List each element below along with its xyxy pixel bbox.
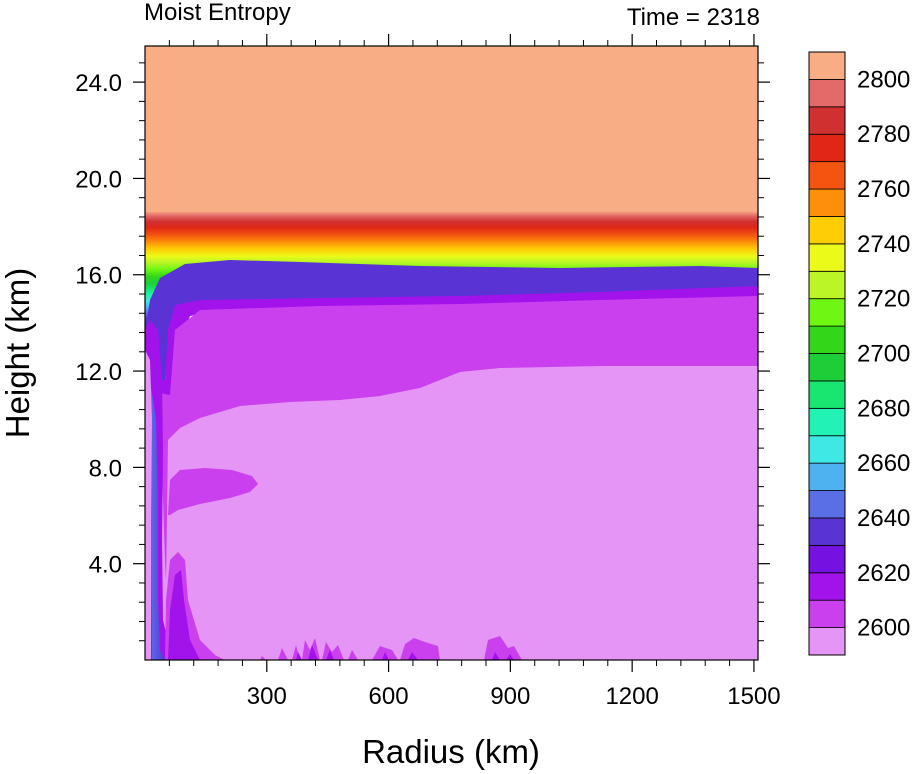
field-lowlevel-core: [168, 570, 200, 660]
field-eyewall-core: [150, 380, 166, 660]
colorbar-swatch: [808, 188, 846, 217]
field-stratosphere: [145, 46, 758, 216]
colorbar-label: 2680: [857, 395, 910, 422]
colorbar-swatch: [808, 435, 846, 464]
axis-ticks: [133, 34, 770, 672]
x-tick-label: 900: [490, 683, 530, 710]
colorbar-swatch: [808, 572, 846, 601]
field-band-2610: [145, 296, 758, 660]
colorbar-swatch: [808, 353, 846, 382]
y-tick-label: 8.0: [89, 455, 122, 482]
colorbar-labels: 2600 2620 2640 2660 2680 2700 2720 2740 2760 2780…: [857, 66, 910, 641]
field-midlevel-blob: [168, 468, 258, 515]
colorbar-label: 2740: [857, 231, 910, 258]
colorbar-swatch: [808, 490, 846, 519]
colorbar-swatch: [808, 298, 846, 327]
colorbar-frame: [808, 51, 846, 656]
colorbar-swatch: [808, 51, 846, 80]
colorbar-swatch: [808, 380, 846, 409]
y-tick-label: 16.0: [75, 263, 122, 290]
x-tick-label: 600: [369, 683, 409, 710]
field-eye: [145, 350, 152, 660]
chart-title: Moist Entropy: [144, 0, 291, 26]
x-tick-label: 1500: [727, 683, 780, 710]
colorbar-label: 2780: [857, 121, 910, 148]
colorbar-label: 2640: [857, 505, 910, 532]
colorbar-label: 2660: [857, 450, 910, 477]
colorbar-label: 2600: [857, 615, 910, 642]
y-tick-label: 12.0: [75, 359, 122, 386]
colorbar-label: 2800: [857, 66, 910, 93]
surface-bump: [260, 636, 522, 660]
colorbar: [808, 51, 846, 656]
y-axis-label: Height (km): [0, 268, 36, 439]
colorbar-swatch: [808, 462, 846, 491]
colorbar-swatch: [808, 79, 846, 108]
field-band-2630: [145, 260, 758, 380]
colorbar-swatch: [808, 544, 846, 574]
colorbar-swatch: [808, 407, 846, 437]
field-lower-troposphere: [145, 350, 758, 660]
colorbar-swatch: [808, 161, 846, 190]
y-tick-label: 24.0: [75, 70, 122, 97]
colorbar-swatch: [808, 243, 846, 272]
colorbar-swatch: [808, 270, 846, 300]
colorbar-swatch: [808, 599, 846, 628]
colorbar-label: 2720: [857, 286, 910, 313]
colorbar-swatch: [808, 133, 846, 163]
x-axis-label: Radius (km): [362, 733, 540, 770]
colorbar-swatch: [808, 216, 846, 245]
plot-frame: [144, 45, 759, 661]
y-tick-label: 20.0: [75, 166, 122, 193]
plot-area: 300 600 900 1200 1500 4.0 8.0 12.0 16.0 20.0 24.0: [75, 34, 781, 710]
y-tick-label: 4.0: [89, 552, 122, 579]
colorbar-label: 2700: [857, 341, 910, 368]
surface-features: [260, 636, 522, 660]
colorbar-swatch: [808, 517, 846, 546]
colorbar-label: 2760: [857, 176, 910, 203]
colorbar-swatch: [808, 325, 846, 354]
x-tick-label: 1200: [605, 683, 658, 710]
x-tick-label: 300: [247, 683, 287, 710]
time-label: Time = 2318: [627, 4, 760, 31]
colorbar-label: 2620: [857, 560, 910, 587]
colorbar-swatch: [808, 106, 846, 135]
colorbar-swatch: [808, 627, 846, 656]
axis-tick-labels: 300 600 900 1200 1500 4.0 8.0 12.0 16.0 20.0 24.0: [75, 70, 780, 710]
